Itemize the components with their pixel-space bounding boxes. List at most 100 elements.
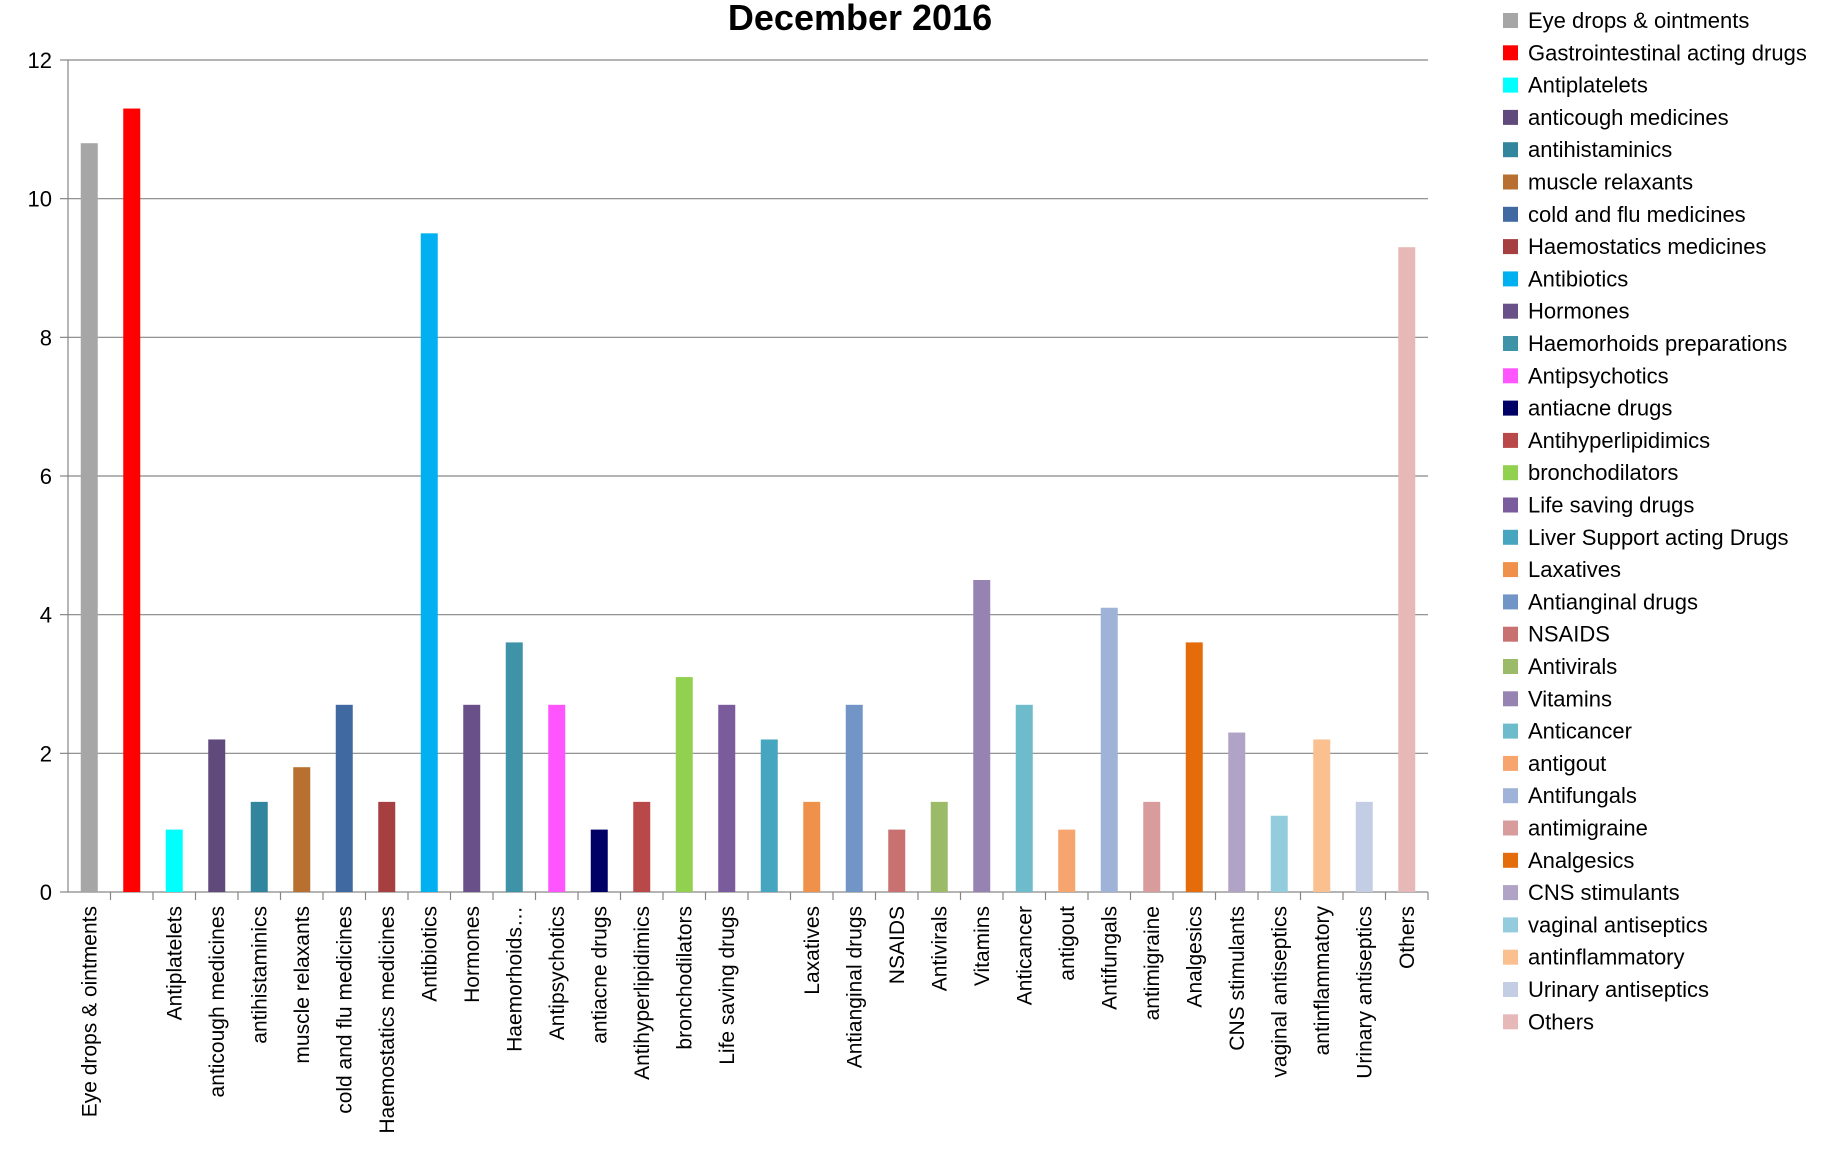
x-tick-label: Antiplatelets bbox=[163, 906, 186, 1020]
x-tick-label: Others bbox=[1396, 906, 1419, 969]
legend-swatch bbox=[1503, 755, 1518, 771]
legend-swatch bbox=[1503, 142, 1518, 158]
bar bbox=[420, 233, 438, 893]
x-tick-label: Antifungals bbox=[1098, 906, 1121, 1010]
legend-label: CNS stimulants bbox=[1528, 880, 1680, 905]
bar bbox=[548, 704, 566, 892]
legend-label: Hormones bbox=[1528, 299, 1629, 324]
x-tick-label: muscle relaxants bbox=[291, 906, 314, 1064]
y-tick-label: 2 bbox=[40, 741, 52, 766]
legend-swatch bbox=[1503, 465, 1518, 481]
bar bbox=[1313, 739, 1331, 892]
legend-item: Liver Support acting Drugs bbox=[1503, 525, 1788, 550]
legend-label: Liver Support acting Drugs bbox=[1528, 525, 1788, 550]
legend-item: Urinary antiseptics bbox=[1503, 977, 1709, 1002]
legend-label: Vitamins bbox=[1528, 686, 1612, 711]
legend-label: Antipsychotics bbox=[1528, 363, 1669, 388]
x-tick-label: Antihyperlipidimics bbox=[631, 906, 654, 1080]
legend-item: anticough medicines bbox=[1503, 105, 1729, 130]
bar bbox=[165, 829, 183, 892]
legend-swatch bbox=[1503, 885, 1518, 901]
legend-label: Gastrointestinal acting drugs bbox=[1528, 40, 1807, 65]
legend-label: NSAIDS bbox=[1528, 622, 1610, 647]
legend-swatch bbox=[1503, 917, 1518, 933]
legend-item: Vitamins bbox=[1503, 686, 1612, 711]
bar bbox=[293, 767, 311, 892]
legend-label: anticough medicines bbox=[1528, 105, 1729, 130]
legend-swatch bbox=[1503, 723, 1518, 739]
legend-item: Hormones bbox=[1503, 299, 1629, 324]
y-tick-label: 6 bbox=[40, 464, 52, 489]
legend-item: Laxatives bbox=[1503, 557, 1621, 582]
x-tick-label: Laxatives bbox=[801, 906, 824, 995]
legend-item: Antibiotics bbox=[1503, 266, 1628, 291]
x-tick-label: Antibiotics bbox=[418, 906, 441, 1002]
bar bbox=[803, 801, 821, 892]
bar bbox=[973, 580, 991, 892]
legend-label: antinflammatory bbox=[1528, 945, 1685, 970]
legend-swatch bbox=[1503, 271, 1518, 287]
bar bbox=[1185, 642, 1203, 892]
x-tick-label: Hormones bbox=[461, 906, 484, 1003]
legend-item: muscle relaxants bbox=[1503, 170, 1693, 195]
legend-item: cold and flu medicines bbox=[1503, 202, 1746, 227]
bar bbox=[505, 642, 523, 892]
legend-label: Antianginal drugs bbox=[1528, 589, 1698, 614]
bar bbox=[675, 677, 693, 892]
legend-label: Anticancer bbox=[1528, 719, 1632, 744]
legend: Eye drops & ointments Gastrointestinal ac… bbox=[1503, 8, 1807, 1034]
x-tick-label: Antivirals bbox=[928, 906, 951, 991]
axes bbox=[60, 59, 1429, 900]
legend-item: Others bbox=[1503, 1009, 1594, 1034]
legend-swatch bbox=[1503, 109, 1518, 125]
legend-item: Gastrointestinal acting drugs bbox=[1503, 40, 1807, 65]
x-tick-label: Haemostatics medicines bbox=[376, 906, 399, 1134]
x-tick-label: antihistaminics bbox=[248, 906, 271, 1044]
legend-item: Antianginal drugs bbox=[1503, 589, 1698, 614]
bar bbox=[378, 801, 396, 892]
legend-label: Eye drops & ointments bbox=[1528, 8, 1749, 33]
legend-item: antiacne drugs bbox=[1503, 396, 1672, 421]
legend-item: Haemorhoids preparations bbox=[1503, 331, 1787, 356]
y-tick-label: 8 bbox=[40, 325, 52, 350]
legend-swatch bbox=[1503, 949, 1518, 965]
y-tick-label: 10 bbox=[28, 187, 52, 212]
bar bbox=[80, 143, 98, 892]
legend-item: Analgesics bbox=[1503, 848, 1634, 873]
legend-item: vaginal antiseptics bbox=[1503, 912, 1708, 937]
legend-item: Life saving drugs bbox=[1503, 493, 1694, 518]
y-tick-label: 12 bbox=[28, 48, 52, 73]
x-tick-label: cold and flu medicines bbox=[333, 906, 356, 1114]
legend-label: Urinary antiseptics bbox=[1528, 977, 1709, 1002]
bars bbox=[80, 108, 1416, 893]
legend-label: bronchodilators bbox=[1528, 460, 1678, 485]
legend-swatch bbox=[1503, 626, 1518, 642]
legend-item: CNS stimulants bbox=[1503, 880, 1680, 905]
legend-swatch bbox=[1503, 497, 1518, 513]
legend-swatch bbox=[1503, 788, 1518, 804]
bar bbox=[930, 801, 948, 892]
legend-swatch bbox=[1503, 13, 1518, 28]
legend-label: antigout bbox=[1528, 751, 1606, 776]
legend-item: Antipsychotics bbox=[1503, 363, 1669, 388]
legend-item: antihistaminics bbox=[1503, 137, 1672, 162]
bar bbox=[888, 829, 906, 892]
x-tick-label: antiacne drugs bbox=[588, 906, 611, 1044]
bar bbox=[1228, 732, 1246, 892]
legend-swatch bbox=[1503, 982, 1518, 997]
legend-item: NSAIDS bbox=[1503, 622, 1610, 647]
x-tick-label: Antipsychotics bbox=[546, 906, 569, 1040]
x-tick-label: CNS stimulants bbox=[1226, 906, 1249, 1051]
bar bbox=[1143, 801, 1161, 892]
y-tick-label: 4 bbox=[40, 603, 52, 628]
bar bbox=[1398, 247, 1416, 892]
legend-item: antinflammatory bbox=[1503, 945, 1685, 970]
legend-swatch bbox=[1503, 303, 1518, 319]
legend-label: Antibiotics bbox=[1528, 266, 1628, 291]
legend-swatch bbox=[1503, 691, 1518, 707]
legend-label: Antihyperlipidimics bbox=[1528, 428, 1710, 453]
x-tick-label: antinflammatory bbox=[1311, 906, 1334, 1056]
legend-label: Haemorhoids preparations bbox=[1528, 331, 1787, 356]
